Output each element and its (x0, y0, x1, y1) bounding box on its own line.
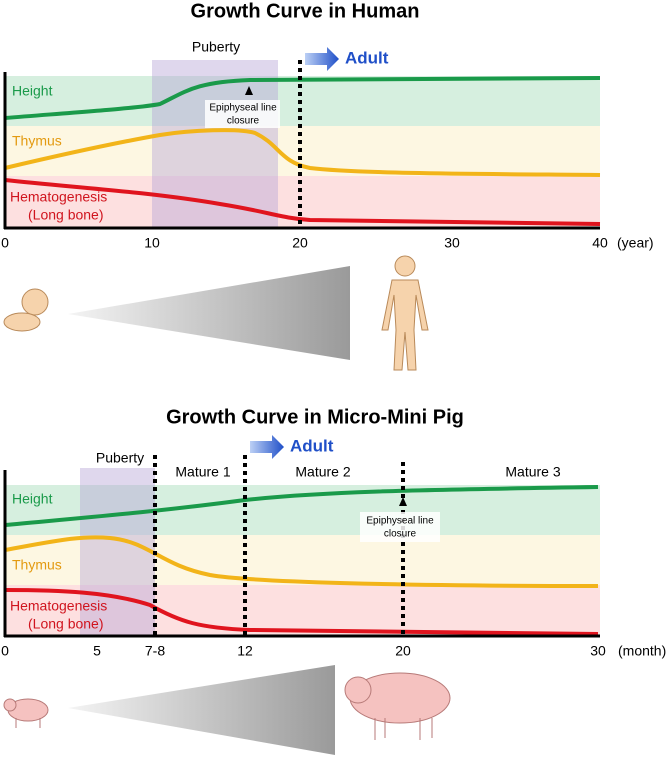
growth-wedge (68, 266, 350, 360)
annotation: Epiphyseal line (209, 103, 277, 114)
stage: Mature 3 (505, 464, 560, 480)
row-label: Hematogenesis (10, 598, 107, 614)
x-tick: 30 (444, 235, 460, 251)
piglet (3, 698, 49, 728)
annotation-box (360, 512, 440, 542)
title: Growth Curve in Micro-Mini Pig (166, 406, 464, 428)
puberty-box (80, 468, 155, 636)
human-figure (381, 255, 429, 371)
arrow (250, 435, 284, 459)
x-unit: (month) (618, 643, 666, 659)
row-label: (Long bone) (28, 207, 104, 223)
x-tick: 7-8 (145, 643, 165, 659)
pig (344, 672, 451, 740)
x-tick: 0 (1, 643, 9, 659)
x-tick: 12 (237, 643, 253, 659)
x-tick: 30 (590, 643, 606, 659)
stage: Mature 1 (175, 464, 230, 480)
title: Growth Curve in Human (191, 0, 420, 22)
marker (399, 497, 407, 506)
height-curve (4, 76, 601, 120)
baby (3, 288, 49, 332)
row-label: Thymus (12, 133, 62, 149)
row-label: Height (12, 491, 53, 507)
growth-wedge (68, 665, 335, 755)
adult: Adult (290, 436, 334, 455)
row-label: Hematogenesis (10, 189, 107, 205)
row-label: Thymus (12, 557, 62, 573)
band (5, 76, 600, 126)
row-label: (Long bone) (28, 616, 104, 632)
x-tick: 5 (93, 643, 101, 659)
hemato-curve (4, 178, 601, 226)
annotation-box (205, 100, 280, 128)
stage: Mature 2 (295, 464, 350, 480)
puberty-box (152, 60, 278, 228)
thymus-curve (4, 535, 599, 588)
puberty: Puberty (192, 39, 240, 55)
row-label: Height (12, 83, 53, 99)
x-tick: 0 (1, 235, 9, 251)
x-tick: 40 (592, 235, 608, 251)
marker (245, 86, 253, 95)
x-unit: (year) (617, 235, 654, 251)
height-curve (4, 485, 599, 527)
annotation: Epiphyseal line (366, 516, 434, 527)
x-tick: 10 (144, 235, 160, 251)
x-tick: 20 (395, 643, 411, 659)
adult: Adult (345, 48, 389, 67)
band (5, 126, 600, 176)
x-tick: 20 (292, 235, 308, 251)
thymus-curve (4, 128, 601, 177)
puberty: Puberty (96, 450, 144, 466)
arrow (305, 47, 339, 71)
annotation: closure (227, 116, 260, 127)
hemato-curve (4, 588, 599, 636)
annotation: closure (384, 529, 417, 540)
band (5, 535, 600, 585)
